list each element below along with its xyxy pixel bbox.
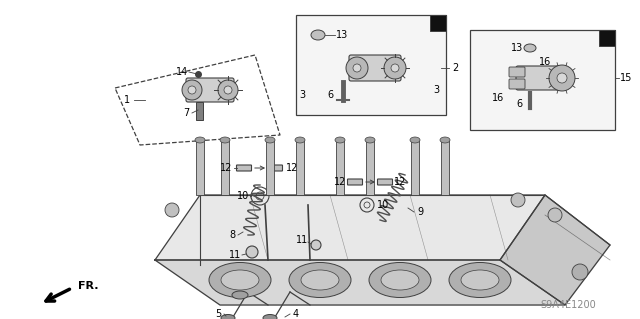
Ellipse shape [209, 263, 271, 298]
Text: 16: 16 [492, 93, 504, 103]
FancyBboxPatch shape [268, 165, 282, 171]
Ellipse shape [461, 270, 499, 290]
Bar [221, 140, 229, 195]
Ellipse shape [220, 137, 230, 143]
Circle shape [391, 64, 399, 72]
Text: 13: 13 [336, 30, 348, 40]
Circle shape [346, 57, 368, 79]
Text: 10: 10 [237, 191, 249, 201]
Text: 13: 13 [511, 43, 523, 53]
Bar [336, 140, 344, 195]
Bar [470, 30, 615, 130]
Text: 7: 7 [183, 108, 189, 118]
Ellipse shape [369, 263, 431, 298]
Text: B: B [604, 33, 611, 43]
Circle shape [557, 73, 567, 83]
Text: 9: 9 [417, 207, 423, 217]
Circle shape [188, 86, 196, 94]
Circle shape [246, 246, 258, 258]
Text: 15: 15 [620, 73, 632, 83]
Ellipse shape [295, 137, 305, 143]
Text: 3: 3 [433, 85, 439, 95]
Text: 6: 6 [516, 99, 522, 109]
Circle shape [224, 86, 232, 94]
Text: 12: 12 [220, 163, 232, 173]
Bar [366, 140, 374, 195]
Text: 12: 12 [286, 163, 298, 173]
Bar [296, 140, 304, 195]
Text: 4: 4 [293, 309, 299, 319]
Text: 1: 1 [124, 95, 130, 105]
Ellipse shape [301, 270, 339, 290]
Ellipse shape [381, 270, 419, 290]
Ellipse shape [524, 44, 536, 52]
Ellipse shape [289, 263, 351, 298]
Polygon shape [155, 195, 545, 260]
Ellipse shape [335, 137, 345, 143]
FancyBboxPatch shape [599, 30, 615, 46]
Text: S9A4E1200: S9A4E1200 [540, 300, 596, 310]
Circle shape [182, 80, 202, 100]
Text: 12: 12 [394, 177, 406, 187]
FancyBboxPatch shape [378, 179, 392, 185]
Text: 12: 12 [334, 177, 346, 187]
Text: 14: 14 [176, 67, 188, 77]
FancyBboxPatch shape [348, 179, 362, 185]
Polygon shape [155, 260, 565, 305]
Ellipse shape [221, 315, 235, 319]
Text: 11: 11 [296, 235, 308, 245]
Ellipse shape [232, 291, 248, 299]
Ellipse shape [440, 137, 450, 143]
Text: 3: 3 [299, 90, 305, 100]
Bar [196, 102, 203, 120]
Bar [266, 140, 274, 195]
Circle shape [548, 208, 562, 222]
Ellipse shape [365, 137, 375, 143]
Text: A: A [435, 18, 442, 28]
FancyBboxPatch shape [509, 79, 525, 89]
Bar [441, 140, 449, 195]
FancyBboxPatch shape [430, 15, 446, 31]
Ellipse shape [265, 137, 275, 143]
Circle shape [511, 193, 525, 207]
Ellipse shape [263, 315, 277, 319]
Ellipse shape [195, 137, 205, 143]
FancyBboxPatch shape [509, 67, 525, 77]
Polygon shape [500, 195, 610, 305]
Circle shape [353, 64, 361, 72]
FancyBboxPatch shape [237, 165, 252, 171]
FancyBboxPatch shape [186, 78, 234, 102]
Text: 8: 8 [229, 230, 235, 240]
Circle shape [165, 203, 179, 217]
Bar [296, 15, 446, 115]
Text: 10: 10 [377, 200, 389, 210]
Circle shape [311, 240, 321, 250]
Text: 11: 11 [229, 250, 241, 260]
Circle shape [549, 65, 575, 91]
Ellipse shape [311, 30, 325, 40]
Circle shape [572, 264, 588, 280]
Circle shape [384, 57, 406, 79]
Ellipse shape [410, 137, 420, 143]
Text: 2: 2 [452, 63, 458, 73]
Circle shape [218, 80, 238, 100]
Ellipse shape [221, 270, 259, 290]
Bar [196, 140, 204, 195]
Bar [411, 140, 419, 195]
Text: FR.: FR. [78, 281, 99, 291]
FancyBboxPatch shape [516, 66, 564, 90]
Text: 6: 6 [327, 90, 333, 100]
Text: 5: 5 [215, 309, 221, 319]
FancyBboxPatch shape [349, 55, 401, 81]
Text: 16: 16 [539, 57, 551, 67]
Ellipse shape [449, 263, 511, 298]
